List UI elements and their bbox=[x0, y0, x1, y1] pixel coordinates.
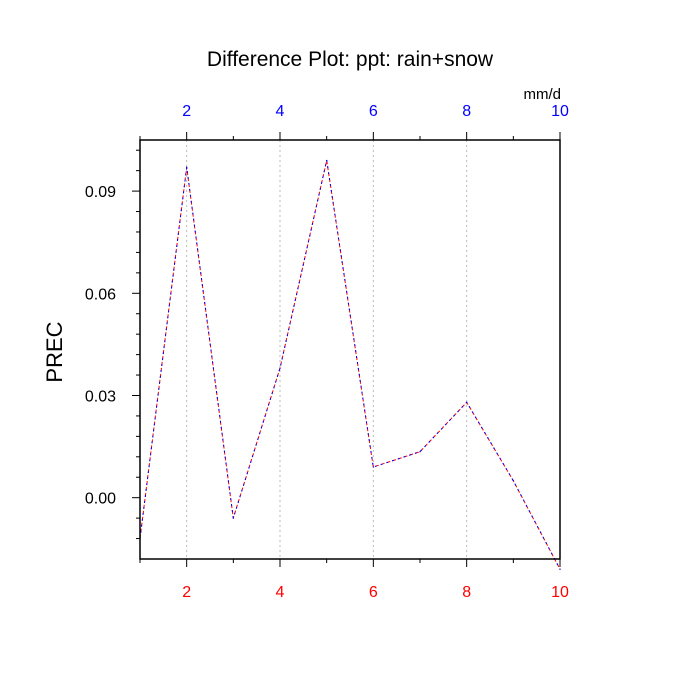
data-point bbox=[326, 159, 328, 162]
data-point bbox=[466, 401, 468, 403]
y-tick-label: 0.03 bbox=[85, 388, 116, 405]
data-point bbox=[372, 466, 374, 468]
y-axis-label: PREC bbox=[42, 321, 67, 382]
data-point bbox=[512, 480, 514, 482]
tick-labels: 2 4 6 8 10 2 4 6 8 10 0.00 0.03 0.06 0.09 bbox=[85, 103, 569, 601]
x-tick-label-top: 6 bbox=[369, 103, 378, 120]
axis-ticks bbox=[132, 132, 561, 567]
data-point bbox=[419, 451, 421, 453]
x-tick-label-bottom: 10 bbox=[551, 584, 569, 601]
x-tick-label-bottom: 6 bbox=[369, 584, 378, 601]
x-tick-label-top: 8 bbox=[462, 103, 471, 120]
data-point bbox=[186, 166, 188, 168]
series-line-1 bbox=[139, 160, 561, 570]
y-tick-label: 0.09 bbox=[85, 184, 116, 201]
chart-title: Difference Plot: ppt: rain+snow bbox=[207, 48, 494, 71]
x-tick-label-bottom: 2 bbox=[182, 584, 191, 601]
data-point bbox=[232, 517, 234, 519]
series-line-2 bbox=[139, 160, 561, 570]
data-point bbox=[559, 568, 561, 570]
y-tick-label: 0.06 bbox=[85, 286, 116, 303]
y-tick-label: 0.00 bbox=[85, 491, 116, 508]
grid-lines bbox=[186, 140, 468, 559]
x-tick-label-top: 2 bbox=[182, 103, 191, 120]
x-tick-label-bottom: 4 bbox=[276, 584, 285, 601]
top-axis-unit: mm/d bbox=[524, 86, 562, 103]
plot-frame bbox=[139, 139, 561, 560]
series-layer bbox=[139, 159, 561, 570]
x-tick-label-top: 4 bbox=[276, 103, 285, 120]
data-point bbox=[279, 367, 281, 369]
x-tick-label-top: 10 bbox=[551, 103, 569, 120]
x-tick-label-bottom: 8 bbox=[462, 584, 471, 601]
